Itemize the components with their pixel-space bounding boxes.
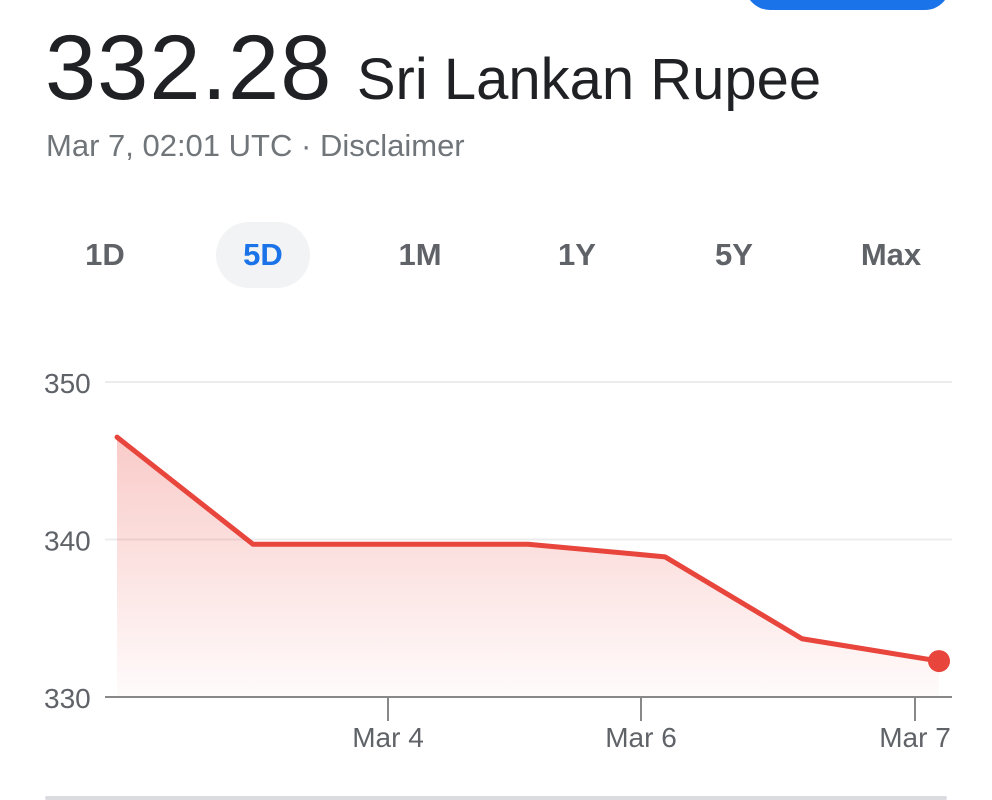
x-tick-label: Mar 4 xyxy=(352,722,424,753)
rate-header: 332.28 Sri Lankan Rupee xyxy=(45,16,821,121)
meta-separator: · xyxy=(301,128,312,163)
tab-5y[interactable]: 5Y xyxy=(715,237,753,272)
bottom-divider xyxy=(45,796,947,800)
x-tick-label: Mar 6 xyxy=(605,722,677,753)
exchange-rate-value: 332.28 xyxy=(45,17,333,119)
tab-max[interactable]: Max xyxy=(860,237,922,272)
y-tick-label: 340 xyxy=(44,526,91,557)
chart-series-line xyxy=(114,434,942,664)
top-action-button[interactable] xyxy=(745,0,950,10)
rate-meta: Mar 7, 02:01 UTC · Disclaimer xyxy=(46,128,465,164)
y-tick-label: 350 xyxy=(44,368,91,399)
timestamp: Mar 7, 02:01 UTC xyxy=(46,128,293,163)
tab-1m[interactable]: 1M xyxy=(398,237,442,272)
tab-1y[interactable]: 1Y xyxy=(558,237,596,272)
tab-5d[interactable]: 5D xyxy=(216,222,310,288)
currency-name: Sri Lankan Rupee xyxy=(356,47,822,112)
range-tabs: 1D 5D 1M 1Y 5Y Max xyxy=(28,222,968,288)
last-value-point xyxy=(928,650,950,673)
chart-area-fill xyxy=(117,437,939,697)
price-chart[interactable]: 350 340 330 Mar 4 Mar 6 Mar 7 xyxy=(0,340,992,770)
tab-1d[interactable]: 1D xyxy=(85,237,125,272)
disclaimer-link[interactable]: Disclaimer xyxy=(319,128,465,163)
x-tick-label: Mar 7 xyxy=(879,722,951,753)
y-tick-label: 330 xyxy=(44,683,91,714)
